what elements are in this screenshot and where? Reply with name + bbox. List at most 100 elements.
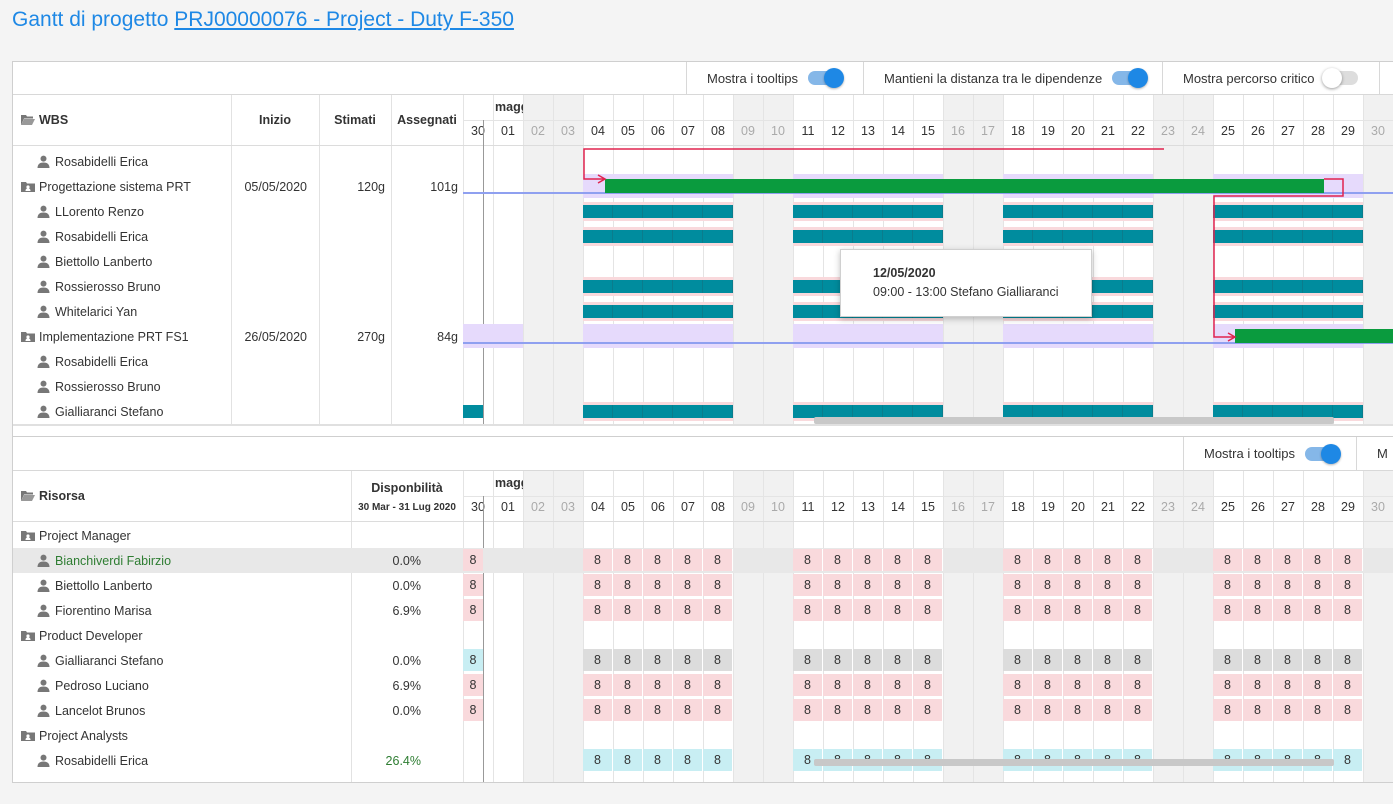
assignment-bar[interactable] [1033, 405, 1063, 418]
toggle-keep-distance[interactable]: Mantieni la distanza tra le dipendenze [863, 62, 1162, 94]
assignment-bar[interactable] [1303, 280, 1333, 293]
wbs-resource-row[interactable]: Gialliaranci Stefano [13, 399, 463, 424]
assignment-bar[interactable] [793, 230, 823, 243]
toggle-tooltips-switch[interactable] [808, 68, 845, 88]
assignment-bar[interactable] [463, 405, 483, 418]
wbs-resource-row[interactable]: Rossierosso Bruno [13, 274, 463, 299]
wbs-resource-row[interactable]: Rossierosso Bruno [13, 374, 463, 399]
assignment-bar[interactable] [1003, 405, 1033, 418]
project-link[interactable]: PRJ00000076 - Project - Duty F-350 [174, 8, 514, 31]
assignment-bar[interactable] [1123, 305, 1153, 318]
assignment-bar[interactable] [793, 280, 823, 293]
assignment-bar[interactable] [613, 305, 643, 318]
assignment-bar[interactable] [1303, 405, 1333, 418]
assignment-bar[interactable] [853, 405, 883, 418]
assignment-bar[interactable] [1273, 405, 1303, 418]
assignment-bar[interactable] [643, 305, 673, 318]
wbs-resource-row[interactable]: Rosabidelli Erica [13, 149, 463, 174]
toggle-resource-tooltips-switch[interactable] [1305, 443, 1342, 464]
assignment-bar[interactable] [673, 205, 703, 218]
assignment-bar[interactable] [613, 205, 643, 218]
assignment-bar[interactable] [583, 280, 613, 293]
assignment-bar[interactable] [643, 405, 673, 418]
toggle-resource-more[interactable]: M [1356, 437, 1393, 470]
assignment-bar[interactable] [1273, 230, 1303, 243]
wbs-resource-row[interactable]: Whitelarici Yan [13, 299, 463, 324]
assignment-bar[interactable] [1333, 280, 1363, 293]
wbs-resource-row[interactable]: Rosabidelli Erica [13, 349, 463, 374]
assignment-bar[interactable] [1123, 280, 1153, 293]
resource-row[interactable]: Fiorentino Marisa 6.9% [13, 598, 463, 623]
assignment-bar[interactable] [673, 405, 703, 418]
assignment-bar[interactable] [613, 405, 643, 418]
resource-group-row[interactable]: Project Manager [13, 523, 463, 548]
assignment-bar[interactable] [1093, 205, 1123, 218]
assignment-bar[interactable] [793, 305, 823, 318]
assignment-bar[interactable] [793, 205, 823, 218]
assignment-bar[interactable] [1213, 305, 1243, 318]
wbs-task-row[interactable]: Implementazione PRT FS1 26/05/2020 270g 84g [13, 324, 463, 349]
assignment-bar[interactable] [1333, 205, 1363, 218]
assignment-bar[interactable] [1243, 405, 1273, 418]
assignment-bar[interactable] [853, 230, 883, 243]
assignment-bar[interactable] [1333, 405, 1363, 418]
assignment-bar[interactable] [1123, 205, 1153, 218]
assignment-bar[interactable] [643, 205, 673, 218]
assignment-bar[interactable] [853, 205, 883, 218]
wbs-resource-row[interactable]: LLorento Renzo [13, 199, 463, 224]
assignment-bar[interactable] [1303, 230, 1333, 243]
assignment-bar[interactable] [1063, 405, 1093, 418]
resource-row[interactable]: Rosabidelli Erica 26.4% [13, 748, 463, 773]
assignment-bar[interactable] [703, 305, 733, 318]
assignment-bar[interactable] [1063, 205, 1093, 218]
resource-row[interactable]: Pedroso Luciano 6.9% [13, 673, 463, 698]
assignment-bar[interactable] [1303, 305, 1333, 318]
assignment-bar[interactable] [1273, 305, 1303, 318]
assignment-bar[interactable] [673, 230, 703, 243]
assignment-bar[interactable] [1213, 280, 1243, 293]
assignment-bar[interactable] [913, 405, 943, 418]
assignment-bar[interactable] [583, 205, 613, 218]
assignment-bar[interactable] [703, 205, 733, 218]
assignment-bar[interactable] [1003, 230, 1033, 243]
assignment-bar[interactable] [643, 230, 673, 243]
assignment-bar[interactable] [1093, 405, 1123, 418]
assignment-bar[interactable] [613, 230, 643, 243]
assignment-bar[interactable] [1273, 205, 1303, 218]
assignment-bar[interactable] [1303, 205, 1333, 218]
assignment-bar[interactable] [1033, 205, 1063, 218]
assignment-bar[interactable] [613, 280, 643, 293]
assignment-bar[interactable] [1273, 280, 1303, 293]
assignment-bar[interactable] [883, 230, 913, 243]
wbs-horizontal-scrollbar[interactable] [814, 417, 1334, 424]
resource-row[interactable]: Bianchiverdi Fabirzio 0.0% [13, 548, 463, 573]
assignment-bar[interactable] [1093, 280, 1123, 293]
task-bar-implementazione[interactable] [1235, 329, 1393, 343]
assignment-bar[interactable] [1243, 280, 1273, 293]
assignment-bar[interactable] [793, 405, 823, 418]
assignment-bar[interactable] [1123, 230, 1153, 243]
resource-row[interactable]: Gialliaranci Stefano 0.0% [13, 648, 463, 673]
toggle-resource-tooltips[interactable]: Mostra i tooltips [1183, 437, 1356, 470]
resource-group-row[interactable]: Project Analysts [13, 723, 463, 748]
assignment-bar[interactable] [883, 405, 913, 418]
assignment-bar[interactable] [1093, 230, 1123, 243]
assignment-bar[interactable] [1243, 205, 1273, 218]
assignment-bar[interactable] [1243, 230, 1273, 243]
assignment-bar[interactable] [1213, 405, 1243, 418]
assignment-bar[interactable] [823, 230, 853, 243]
pane-splitter[interactable] [13, 424, 1393, 436]
assignment-bar[interactable] [1003, 205, 1033, 218]
assignment-bar[interactable] [583, 305, 613, 318]
wbs-resource-row[interactable]: Rosabidelli Erica [13, 224, 463, 249]
resource-group-row[interactable]: Product Developer [13, 623, 463, 648]
assignment-bar[interactable] [703, 230, 733, 243]
assignment-bar[interactable] [1213, 230, 1243, 243]
assignment-bar[interactable] [1033, 230, 1063, 243]
assignment-bar[interactable] [883, 205, 913, 218]
toggle-tooltips[interactable]: Mostra i tooltips [686, 62, 863, 94]
assignment-bar[interactable] [673, 305, 703, 318]
assignment-bar[interactable] [703, 405, 733, 418]
assignment-bar[interactable] [823, 405, 853, 418]
assignment-bar[interactable] [583, 230, 613, 243]
